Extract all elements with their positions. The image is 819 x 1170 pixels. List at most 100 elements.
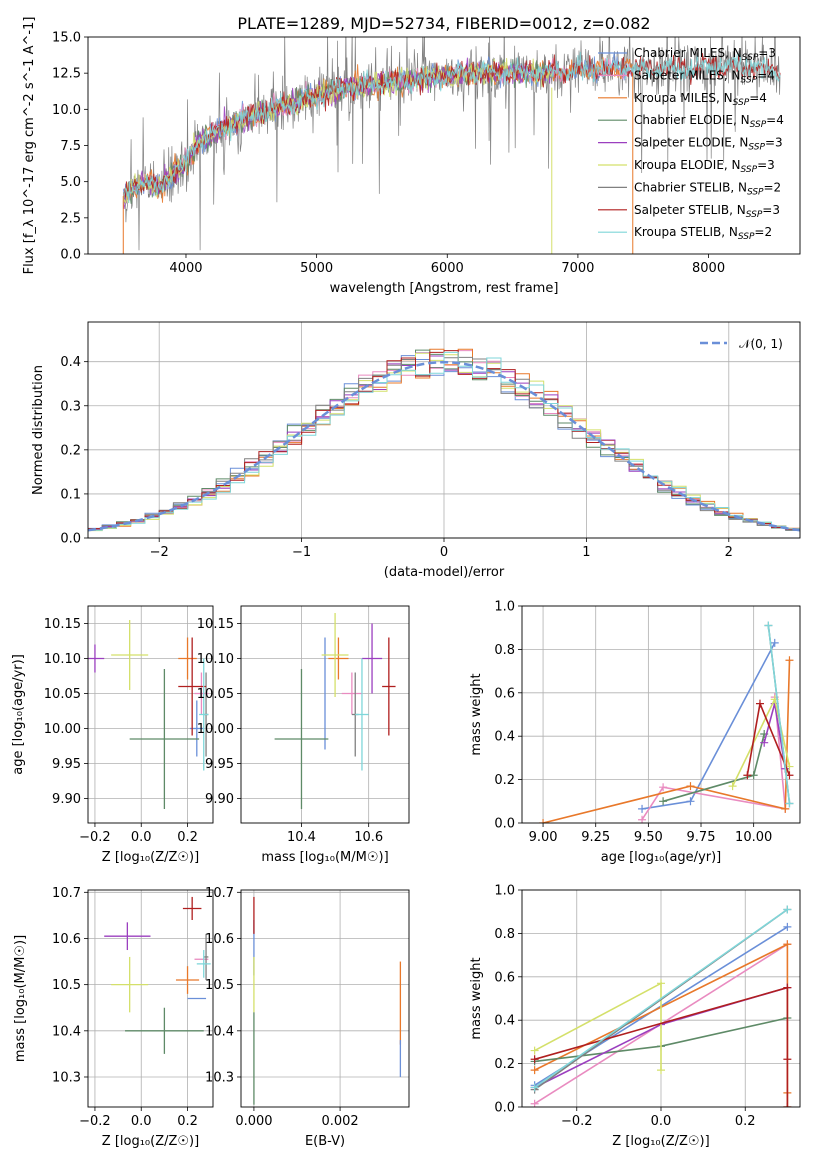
spectrum-model-line-salpeter-stelib [122,53,781,202]
age-vs-Z-series-group [88,620,209,809]
mass-weight-vs-age-x-tick-label: 9.00 [529,830,558,845]
age-vs-Z-x-tick-label: −0.2 [79,830,111,845]
series-marker-kroupa-elodie [657,1066,665,1075]
legend-label-salpeter-elodie: Salpeter ELODIE, NSSP=3 [634,136,783,153]
residuals-x-tick-label: 0 [440,545,448,560]
residuals-y-tick-label: 0.2 [60,443,81,458]
spectrum-y-tick-label: 5.0 [60,175,81,190]
legend-text: Salpeter MILES, N [634,68,741,82]
spectrum-x-axis-label: wavelength [Angstrom, rest frame] [330,281,559,296]
mass-weight-vs-age-x-tick-label: 9.75 [687,830,716,845]
series-marker-salpeter-stelib [783,1103,792,1107]
mass-vs-ebv-y-tick-label: 10.7 [205,886,234,901]
series-marker-salpeter-stelib [530,1055,539,1064]
legend-subscript: SSP [733,98,750,108]
legend-label-kroupa-elodie: Kroupa ELODIE, NSSP=3 [634,158,775,175]
spectrum-x-tick-label: 6000 [431,261,464,276]
legend-text: Chabrier MILES, N [634,46,742,60]
spectrum-frame [87,36,801,255]
series-marker-kroupa-miles [785,656,794,665]
series-marker-kroupa-miles [686,782,695,791]
series-marker-kroupa-stelib [530,1083,539,1092]
age-vs-mass-y-tick-label: 9.95 [205,757,234,772]
series-line-salpeter-stelib [534,986,789,1107]
series-marker-chabrier-miles [638,804,647,813]
mass-vs-Z-y-tick-label: 10.6 [52,932,81,947]
age-vs-mass-y-tick-label: 10.15 [197,617,234,632]
series-line-kroupa-stelib [767,625,791,804]
age-vs-Z-x-axis-label: Z [log₁₀(Z/Z☉)] [102,850,199,865]
age-vs-Z-y-tick-label: 10.15 [44,617,81,632]
legend-count: =3 [762,203,780,217]
mass-vs-Z-y-tick-label: 10.7 [52,886,81,901]
legend-text: Kroupa ELODIE, N [634,158,741,172]
age-vs-Z-x-tick-label: 0.2 [177,830,198,845]
legend-label-chabrier-elodie: Chabrier ELODIE, NSSP=4 [634,113,784,130]
age-vs-mass-axes: 10.4 10.6 9.90 9.95 10.00 10.05 10.10 10.15 [197,606,409,845]
residuals-y-axis-label: Normed distribution [31,365,46,495]
series-marker-salpeter-stelib [755,699,764,708]
mass-weight-vs-age-y-tick-label: 0.4 [494,730,515,745]
mass-weight-vs-Z-y-tick-label: 0.2 [494,1057,515,1072]
legend-subscript: SSP [741,165,758,175]
series-marker-salpeter-miles [659,783,668,792]
spectrum-y-tick-label: 15.0 [52,31,81,46]
mass-vs-Z-y-tick-label: 10.3 [52,1070,81,1085]
legend-count: =3 [757,158,775,172]
legend-text: Salpeter STELIB, N [634,203,746,217]
series-line-chabrier-miles [641,642,776,810]
age-vs-Z-y-tick-label: 10.05 [44,687,81,702]
legend-text: Chabrier STELIB, N [634,180,747,194]
spectrum-axes: 4000 5000 6000 7000 8000 0.0 2.5 5.0 7.5 10.0 12.5… [52,31,725,277]
series-marker-kroupa-miles [530,1066,539,1075]
series-marker-salpeter-elodie [760,738,769,747]
mass-weight-vs-age-series-group [539,621,794,823]
series-marker-salpeter-stelib [783,983,792,992]
legend-subscript: SSP [746,210,763,220]
spectrum-y-tick-label: 7.5 [60,139,81,154]
mass-weight-vs-Z-x-tick-label: 0.0 [651,1114,672,1129]
mass-vs-ebv-y-tick-label: 10.4 [205,1024,234,1039]
series-marker-kroupa-miles [783,940,792,949]
spectrum-y-tick-label: 2.5 [60,211,81,226]
legend-label-kroupa-miles: Kroupa MILES, NSSP=4 [634,91,767,108]
mass-vs-Z-x-axis-label: Z [log₁₀(Z/Z☉)] [102,1134,199,1149]
legend-text: Salpeter ELODIE, N [634,136,748,150]
mass-vs-Z-axes: −0.2 0.0 0.2 10.3 10.4 10.5 10.6 10.7 [52,886,213,1129]
legend-subscript: SSP [748,143,765,153]
mass-vs-ebv-y-tick-label: 10.6 [205,932,234,947]
spectrum-y-tick-label: 12.5 [52,67,81,82]
mass-vs-Z-x-tick-label: −0.2 [79,1114,111,1129]
mass-vs-ebv-series-group [253,896,402,1105]
residuals-y-tick-label: 0.1 [60,487,81,502]
age-vs-Z-y-tick-label: 9.95 [52,757,81,772]
residuals-frame [87,321,801,539]
legend-label-kroupa-stelib: Kroupa STELIB, NSSP=2 [634,225,772,242]
legend-count: =3 [758,46,776,60]
residuals-x-tick-label: −1 [292,545,311,560]
mass-vs-ebv-frame [240,889,410,1108]
series-marker-kroupa-elodie [530,1046,539,1055]
series-line-kroupa-elodie [534,981,662,1071]
spectrum-y-axis-label: Flux [f_λ 10^-17 erg cm^-2 s^-1 A^-1] [22,17,37,275]
mass-weight-vs-age-y-axis-label: mass weight [469,673,484,755]
series-marker-kroupa-miles [781,804,790,813]
mass-weight-vs-age-x-tick-label: 9.25 [581,830,610,845]
mass-weight-vs-Z-y-tick-label: 0.0 [494,1101,515,1116]
mass-weight-vs-age-y-tick-label: 0.6 [494,686,515,701]
spectrum-y-tick-label: 0.0 [60,248,81,263]
mass-vs-Z-x-tick-label: 0.0 [131,1114,152,1129]
figure-title: PLATE=1289, MJD=52734, FIBERID=0012, z=0… [237,14,650,33]
mass-weight-vs-age-x-axis-label: age [log₁₀(age/yr)] [601,850,722,865]
series-marker-kroupa-elodie [728,782,737,791]
plot-layer: 4000 5000 6000 7000 80000.02.55.07.510.012.5… [11,17,801,1149]
mass-weight-vs-Z-axes: −0.2 0.0 0.2 0.0 0.2 0.4 0.6 0.8 1.0 [494,884,800,1129]
age-vs-Z-y-axis-label: age [log₁₀(age/yr)] [11,654,26,775]
age-vs-Z-axes: −0.2 0.0 0.2 9.90 9.95 10.00 10.05 10.10 10.15 [44,606,213,845]
spectrum-x-tick-label: 5000 [300,261,333,276]
residuals-y-tick-label: 0.0 [60,532,81,547]
mass-vs-ebv-x-tick-label: 0.002 [321,1114,358,1129]
series-marker-salpeter-miles [530,1099,539,1107]
legend-label-chabrier-stelib: Chabrier STELIB, NSSP=2 [634,180,781,197]
